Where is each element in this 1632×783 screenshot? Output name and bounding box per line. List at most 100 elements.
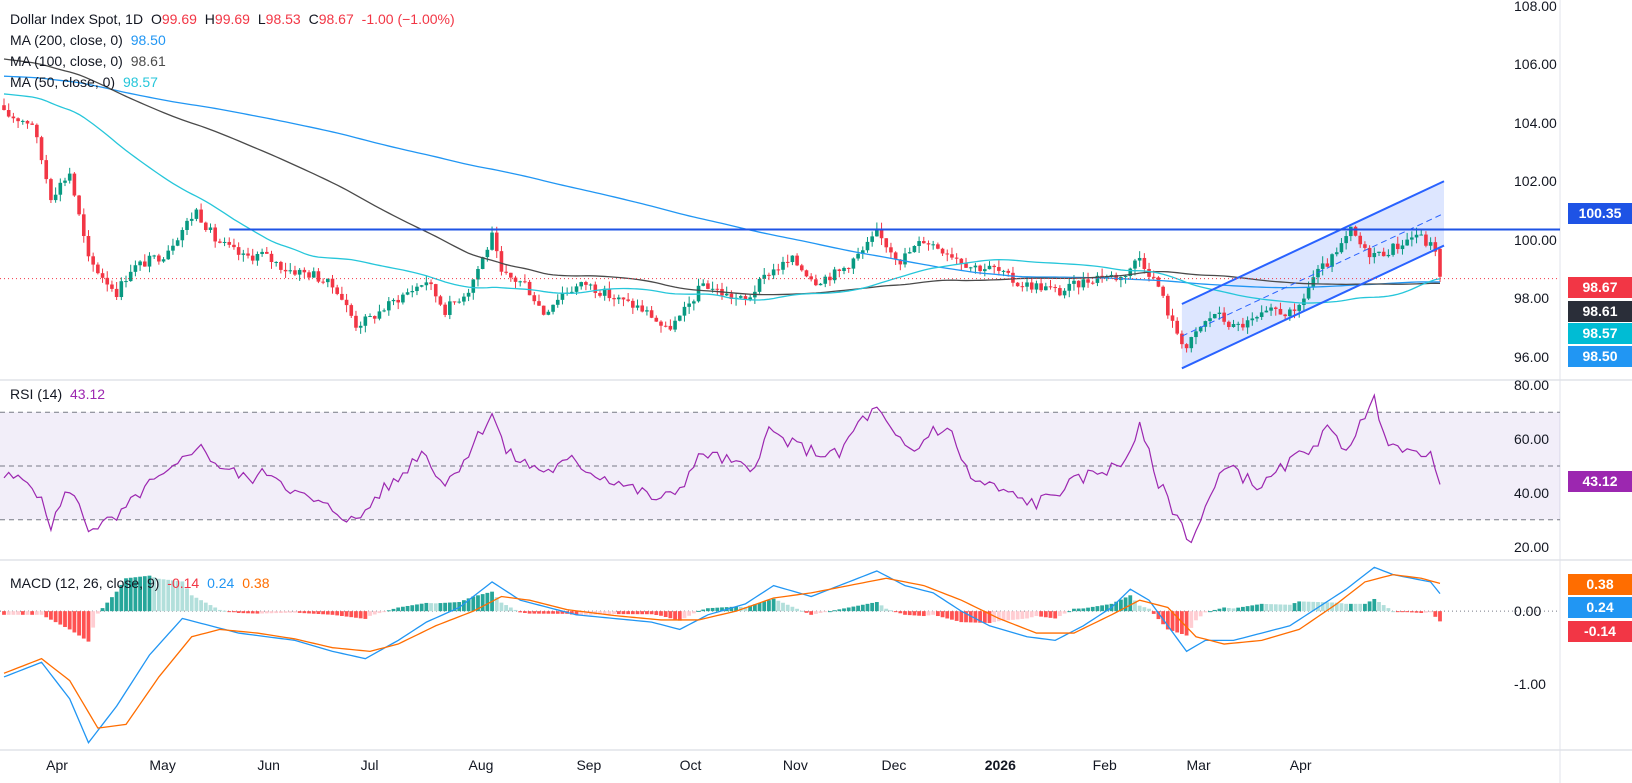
candle-body xyxy=(1090,282,1095,284)
macd-histogram-bar xyxy=(208,605,213,612)
macd-histogram-bar xyxy=(945,611,950,619)
candle-body xyxy=(898,259,903,265)
macd-histogram-bar xyxy=(110,597,114,612)
candle-body xyxy=(6,110,11,117)
macd-histogram-bar xyxy=(537,611,541,614)
candle-body xyxy=(612,298,616,300)
macd-histogram-bar xyxy=(1278,604,1283,612)
macd-histogram-bar xyxy=(142,576,147,612)
candle-body xyxy=(462,296,466,302)
macd-histogram-bar xyxy=(25,611,30,615)
macd-histogram-bar xyxy=(856,605,860,612)
candle-body xyxy=(1189,337,1194,349)
macd-histogram-bar xyxy=(1212,609,1217,612)
candle-body xyxy=(1044,286,1048,291)
candle-body xyxy=(1095,275,1100,283)
x-tick-label: Sep xyxy=(576,757,602,773)
macd-histogram-bar xyxy=(1006,611,1011,621)
open-value: 99.69 xyxy=(161,11,197,27)
candle-body xyxy=(1405,239,1409,246)
x-tick-label: Jul xyxy=(360,757,379,773)
macd-histogram-bar xyxy=(645,611,649,615)
candle-body xyxy=(372,316,377,319)
macd-histogram-bar xyxy=(1208,611,1212,613)
candle-body xyxy=(1386,254,1391,257)
macd-histogram-bar xyxy=(1259,603,1264,612)
candle-body xyxy=(466,292,471,297)
candle-body xyxy=(218,241,222,243)
rsi-price-badge: 43.12 xyxy=(1568,471,1632,492)
macd-histogram-bar xyxy=(1194,611,1198,621)
macd-histogram-bar xyxy=(2,611,6,615)
candle-body xyxy=(579,282,584,287)
macd-histogram-bar xyxy=(1241,606,1245,612)
y-tick-label: -1.00 xyxy=(1514,676,1546,693)
candle-body xyxy=(1147,268,1151,277)
macd-histogram-bar xyxy=(1334,602,1339,612)
rsi-label: RSI (14) xyxy=(10,386,63,402)
macd-histogram-bar xyxy=(1391,611,1395,613)
ma100-line xyxy=(3,58,1441,296)
candle-body xyxy=(799,265,804,271)
candle-body xyxy=(682,306,687,316)
candle-body xyxy=(391,299,396,302)
macd-histogram-bar xyxy=(1114,601,1119,612)
candle-body xyxy=(1072,280,1076,284)
candle-body xyxy=(616,297,621,300)
macd-histogram-bar xyxy=(457,602,462,612)
macd-histogram-bar xyxy=(1034,611,1039,617)
symbol-title: Dollar Index Spot, 1D xyxy=(10,11,144,27)
macd-histogram-bar xyxy=(443,602,448,612)
ma200-price-badge: 98.50 xyxy=(1568,346,1632,367)
macd-histogram-bar xyxy=(269,611,274,614)
candle-body xyxy=(570,291,574,293)
candle-body xyxy=(114,288,119,298)
macd-label: MACD (12, 26, close, 9) xyxy=(10,575,160,591)
candle-body xyxy=(940,248,945,254)
candle-body xyxy=(865,241,870,251)
macd-histogram-bar xyxy=(706,608,710,612)
macd-histogram-bar xyxy=(499,602,504,612)
candle-body xyxy=(907,252,912,254)
macd-histogram-bar xyxy=(494,597,499,612)
candle-body xyxy=(232,244,236,248)
candle-body xyxy=(96,264,100,274)
macd-histogram-bar xyxy=(1250,605,1255,612)
x-tick-label: Mar xyxy=(1186,757,1211,773)
candle-body xyxy=(387,301,391,311)
candle-body xyxy=(748,297,752,300)
macd-histogram-bar xyxy=(114,591,119,612)
candle-body xyxy=(1433,242,1438,252)
candle-body xyxy=(1438,248,1442,277)
candle-body xyxy=(1278,308,1283,315)
candle-body xyxy=(509,272,513,278)
ma50-value: 98.57 xyxy=(122,74,158,90)
macd-histogram-bar xyxy=(1386,608,1391,612)
candle-body xyxy=(588,284,593,286)
candle-body xyxy=(879,229,884,239)
candle-body xyxy=(673,320,677,330)
low-label: L xyxy=(257,11,266,27)
candle-body xyxy=(1067,283,1072,291)
macd-histogram-bar xyxy=(1086,607,1090,612)
macd-histogram-bar xyxy=(1203,611,1208,613)
candle-body xyxy=(494,232,499,252)
rsi-line xyxy=(3,393,1441,544)
candle-body xyxy=(1142,257,1147,269)
candle-body xyxy=(1001,270,1006,272)
candle-body xyxy=(607,288,612,299)
macd-histogram-bar xyxy=(555,611,560,614)
macd-histogram-bar xyxy=(189,595,194,612)
low-value: 98.53 xyxy=(265,11,301,27)
candle-body xyxy=(584,282,588,285)
macd-histogram-bar xyxy=(659,611,663,616)
macd-histogram-bar xyxy=(767,600,771,612)
candle-body xyxy=(147,255,152,267)
macd-histogram-bar xyxy=(630,611,635,615)
macd-histogram-bar xyxy=(1226,607,1231,612)
candle-body xyxy=(448,301,452,315)
candle-body xyxy=(1156,277,1161,287)
candle-body xyxy=(2,105,6,111)
candle-body xyxy=(828,276,832,281)
candle-body xyxy=(795,255,799,266)
